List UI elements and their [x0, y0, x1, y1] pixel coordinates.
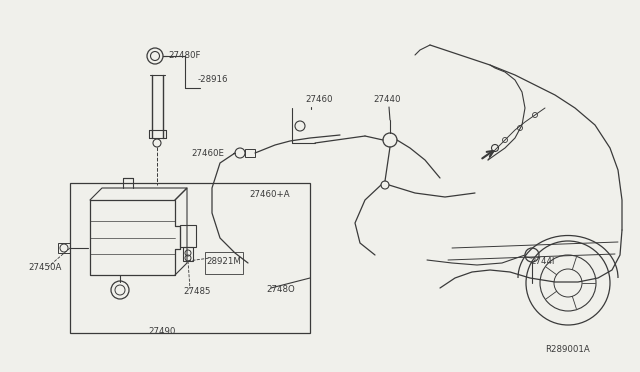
Bar — [245, 149, 255, 157]
Bar — [70, 183, 310, 333]
Bar — [58, 243, 70, 253]
Text: 2748O: 2748O — [266, 285, 295, 295]
Text: R289001A: R289001A — [545, 346, 589, 355]
Text: 27460: 27460 — [305, 94, 333, 103]
Text: 27490: 27490 — [148, 327, 175, 336]
Text: 27460E: 27460E — [191, 148, 224, 157]
Text: 27450A: 27450A — [28, 263, 61, 273]
Text: 28921M: 28921M — [206, 257, 241, 266]
Text: 27480F: 27480F — [168, 51, 200, 60]
Text: 27460+A: 27460+A — [249, 189, 290, 199]
Text: 2744l: 2744l — [530, 257, 554, 266]
Text: 27485: 27485 — [183, 288, 211, 296]
Text: 27440: 27440 — [373, 94, 401, 103]
Bar — [183, 247, 193, 261]
Bar — [180, 225, 196, 247]
Bar — [205, 252, 243, 274]
Text: -28916: -28916 — [198, 74, 228, 83]
